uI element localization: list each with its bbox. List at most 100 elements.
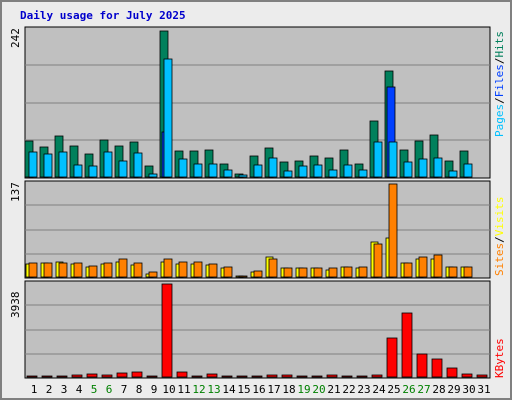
pages-bar xyxy=(208,163,218,178)
sites-bar xyxy=(133,262,143,278)
sites-bar xyxy=(238,275,248,278)
day-label: 14 xyxy=(222,383,236,396)
pages-bar xyxy=(388,141,398,178)
day-label: 5 xyxy=(91,383,98,396)
sites-bar xyxy=(388,183,398,278)
bottom-panel-kbytes xyxy=(24,280,491,379)
pages-bar xyxy=(313,164,323,178)
pages-bar xyxy=(163,58,173,178)
day-label: 15 xyxy=(237,383,250,396)
kbytes-bar xyxy=(56,375,68,378)
pages-bar xyxy=(73,164,83,178)
sites-bar xyxy=(448,266,458,278)
sites-bar xyxy=(403,262,413,278)
day-label: 26 xyxy=(402,383,415,396)
kbytes-bar xyxy=(371,374,383,378)
legend-separator: / xyxy=(493,97,506,104)
chart-title: Daily usage for July 2025 xyxy=(20,9,186,22)
pages-bar xyxy=(178,158,188,178)
legend-separator: / xyxy=(493,236,506,243)
kbytes-bar xyxy=(341,375,353,378)
sites-bar xyxy=(28,262,38,278)
kbytes-bar xyxy=(146,375,158,378)
top-panel-max-label: 242 xyxy=(9,28,22,48)
pages-bar xyxy=(58,151,68,178)
sites-bar xyxy=(418,256,428,278)
kbytes-bar xyxy=(26,375,38,378)
kbytes-bar xyxy=(326,374,338,378)
bottom-legend: KBytes xyxy=(493,338,506,378)
legend-item: Pages xyxy=(493,104,506,137)
pages-bar xyxy=(418,158,428,178)
pages-bar xyxy=(343,164,353,178)
day-label: 9 xyxy=(151,383,158,396)
day-label: 27 xyxy=(417,383,430,396)
legend-item: Visits xyxy=(493,197,506,237)
day-label: 4 xyxy=(76,383,83,396)
kbytes-bar xyxy=(311,375,323,378)
sites-bar xyxy=(223,266,233,278)
sites-bar xyxy=(148,271,158,278)
pages-bar xyxy=(238,174,248,178)
kbytes-bar xyxy=(386,337,398,378)
day-label: 11 xyxy=(177,383,190,396)
sites-bar xyxy=(178,261,188,278)
legend-text: KBytes xyxy=(493,338,506,378)
sites-bar xyxy=(463,266,473,278)
pages-bar xyxy=(298,165,308,178)
pages-bar xyxy=(118,160,128,178)
pages-bar xyxy=(223,169,233,178)
top-legend: Pages/Files/Hits xyxy=(493,31,506,137)
pages-bar xyxy=(373,141,383,178)
day-label: 31 xyxy=(477,383,490,396)
kbytes-bar xyxy=(416,353,428,378)
kbytes-bar xyxy=(296,375,308,378)
sites-bar xyxy=(88,265,98,278)
pages-bar xyxy=(268,157,278,178)
pages-bar xyxy=(28,151,38,178)
kbytes-bar xyxy=(221,375,233,378)
mid-legend: Sites/Visits xyxy=(493,197,506,277)
kbytes-bar xyxy=(356,375,368,378)
kbytes-bar xyxy=(206,373,218,378)
sites-bar xyxy=(103,262,113,278)
legend-item: KBytes xyxy=(493,338,506,378)
day-label: 13 xyxy=(207,383,220,396)
kbytes-bar xyxy=(176,371,188,378)
day-label: 1 xyxy=(31,383,38,396)
kbytes-bar xyxy=(461,373,473,378)
legend-text: Sites/Visits xyxy=(493,197,506,277)
sites-bar xyxy=(253,270,263,278)
kbytes-bar xyxy=(266,374,278,378)
pages-bar xyxy=(433,157,443,178)
kbytes-bar xyxy=(71,374,83,378)
sites-bar xyxy=(433,254,443,278)
day-label: 3 xyxy=(61,383,68,396)
kbytes-bar xyxy=(116,372,128,378)
pages-bar xyxy=(103,151,113,178)
day-label: 12 xyxy=(192,383,205,396)
day-label: 29 xyxy=(447,383,460,396)
pages-bar xyxy=(133,152,143,178)
sites-bar xyxy=(43,262,53,278)
day-label: 6 xyxy=(106,383,113,396)
day-label: 20 xyxy=(312,383,325,396)
sites-bar xyxy=(163,258,173,278)
day-label: 7 xyxy=(121,383,128,396)
sites-bar xyxy=(193,261,203,278)
pages-bar xyxy=(448,170,458,178)
day-label: 21 xyxy=(327,383,340,396)
kbytes-bar xyxy=(251,375,263,378)
sites-bar xyxy=(268,258,278,278)
kbytes-bar xyxy=(161,283,173,378)
day-label: 22 xyxy=(342,383,355,396)
pages-bar xyxy=(328,169,338,178)
kbytes-bar xyxy=(131,371,143,378)
day-label: 10 xyxy=(162,383,175,396)
sites-bar xyxy=(283,267,293,278)
kbytes-bar xyxy=(191,375,203,378)
day-label: 18 xyxy=(282,383,295,396)
sites-bar xyxy=(313,267,323,278)
kbytes-bar xyxy=(431,358,443,378)
